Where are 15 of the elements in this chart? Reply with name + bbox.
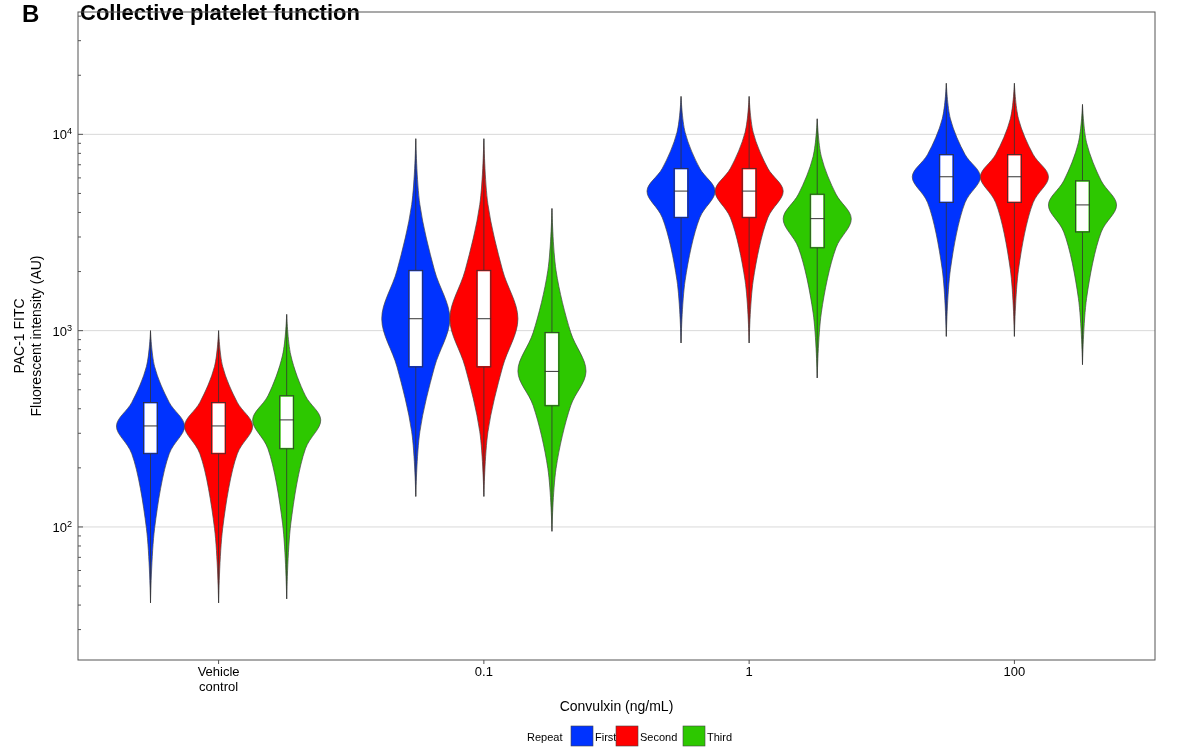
legend-label: Second — [640, 731, 678, 743]
y-axis-title: PAC-1 FITC Fluorescent intensity (AU) — [11, 255, 44, 417]
y-tick-label: 10$^{3}$ — [52, 322, 72, 339]
x-tick-label: 0.1 — [474, 664, 493, 679]
legend-title: Repeat — [527, 731, 563, 743]
x-tick-label: 1 — [745, 664, 753, 679]
legend-label: First — [595, 731, 617, 743]
y-tick-label: 10$^{2}$ — [52, 518, 72, 535]
y-tick-label: 10$^{4}$ — [52, 126, 72, 143]
x-tick-label: 100 — [1003, 664, 1026, 679]
x-axis-title: Convulxin (ng/mL) — [559, 698, 674, 714]
text: B — [22, 0, 40, 27]
chart-title: Collective platelet function — [80, 0, 360, 25]
legend-label: Third — [707, 731, 733, 743]
x-tick-label: Vehicle control — [197, 664, 240, 694]
